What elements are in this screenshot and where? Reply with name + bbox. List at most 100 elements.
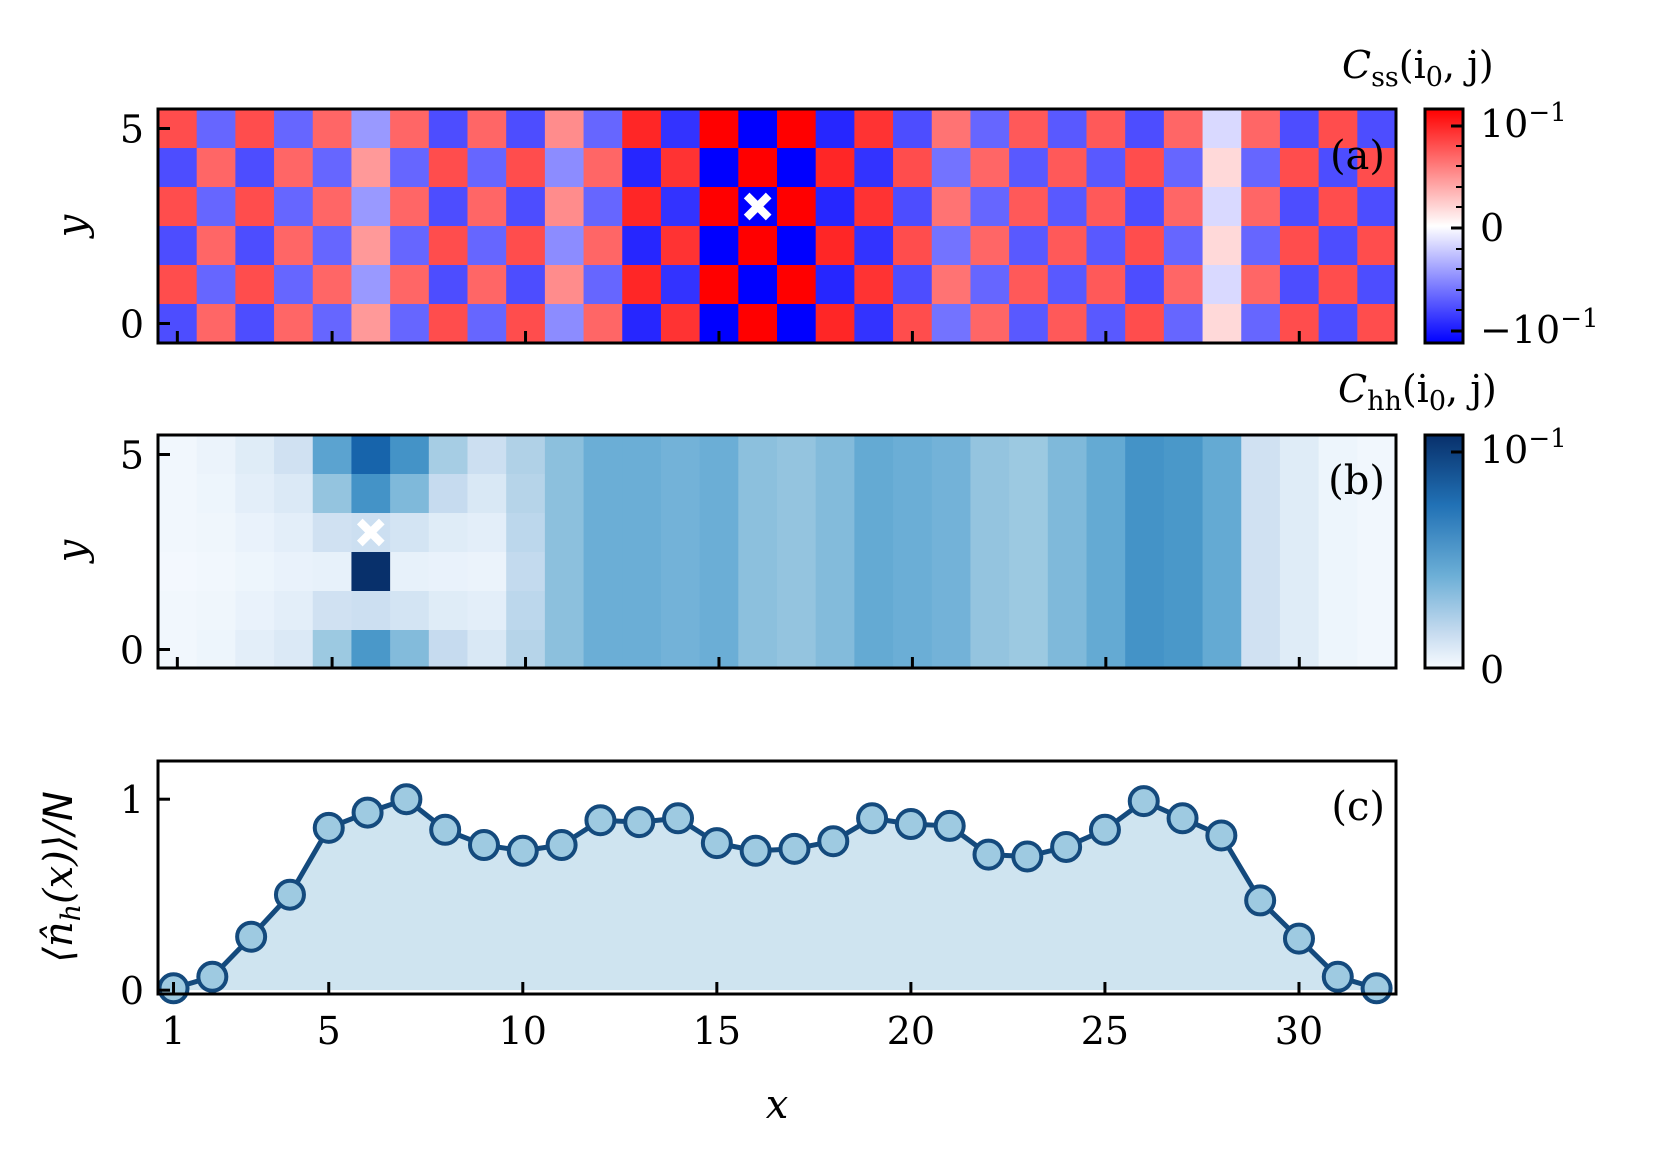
heatmap-b-cell [351, 435, 391, 475]
marker-x [743, 192, 772, 221]
heatmap-b-cell [467, 552, 507, 592]
heatmap-a-cell [506, 265, 546, 305]
line-c-point [856, 802, 889, 835]
heatmap-a-cell [583, 148, 623, 188]
heatmap-b-cell [931, 513, 972, 553]
x-tick-label: 10 [499, 1009, 547, 1053]
heatmap-a-cell [622, 226, 662, 266]
heatmap-a-cell [390, 226, 430, 266]
heatmap-a-cell [312, 265, 353, 305]
heatmap-a-cell [467, 148, 507, 188]
heatmap-b-cell [622, 552, 662, 592]
panel-c-xlabel: x [766, 1082, 789, 1128]
heatmap-b-cell [196, 630, 236, 670]
heatmap-b-cell [660, 474, 701, 514]
line-c-point [1205, 819, 1238, 852]
heatmap-a-cell [815, 148, 855, 188]
heatmap-b-cell [428, 474, 469, 514]
heatmap-b-cell [1009, 474, 1049, 514]
heatmap-a-cell [196, 148, 236, 188]
panel-a-ylabel: y [49, 213, 95, 239]
y-tick-label: 5 [120, 108, 144, 152]
heatmap-a-cell [583, 109, 623, 149]
heatmap-b-cell [970, 630, 1010, 670]
heatmap-b-cell [931, 630, 972, 670]
heatmap-a-cell [777, 265, 817, 305]
heatmap-b-cell [390, 591, 430, 631]
heatmap-b-cell [854, 435, 894, 475]
heatmap-a-frame [156, 107, 1398, 345]
heatmap-a-cell [1357, 304, 1397, 344]
heatmap-a-cell [1009, 148, 1049, 188]
heatmap-b-cell [390, 474, 430, 514]
heatmap-b-cell [893, 591, 933, 631]
heatmap-b-cell [622, 435, 662, 475]
heatmap-b-cell [1047, 513, 1088, 553]
heatmap-b-marker [356, 518, 385, 547]
heatmap-a-cell [390, 304, 430, 344]
heatmap-a-cell [893, 109, 933, 149]
heatmap-a-marker [743, 192, 772, 221]
heatmap-a-cell [544, 265, 585, 305]
heatmap-a-cell [970, 265, 1010, 305]
y-tick-label: 1 [120, 778, 144, 822]
heatmap-b-cell [351, 474, 391, 514]
heatmap-a-cell [428, 148, 469, 188]
heatmap-a-cell [1009, 265, 1049, 305]
heatmap-b-cell [312, 435, 353, 475]
heatmap-b-cell [1086, 474, 1126, 514]
heatmap-a-cell [854, 304, 894, 344]
heatmap-b-cell [1279, 552, 1320, 592]
heatmap-a-cell [351, 226, 391, 266]
heatmap-a-cell [235, 148, 275, 188]
heatmap-b-cell [196, 513, 236, 553]
heatmap-a-cell [1202, 148, 1242, 188]
heatmap-a-cell [428, 187, 469, 227]
heatmap-b-cell [815, 591, 855, 631]
heatmap-b-cell [893, 513, 933, 553]
heatmap-b-cell [196, 552, 236, 592]
heatmap-a-cell [390, 187, 430, 227]
heatmap-b-cell [158, 513, 198, 553]
heatmap-b-cell [1241, 630, 1281, 670]
heatmap-b-cell [815, 474, 855, 514]
line-c-point [273, 878, 306, 911]
heatmap-b-cell [1318, 435, 1358, 475]
heatmap-a-cell [893, 265, 933, 305]
heatmap-a-cell [931, 304, 972, 344]
heatmap-a-cell [1241, 148, 1281, 188]
heatmap-a-cell [854, 226, 894, 266]
heatmap-b-cell [274, 552, 314, 592]
heatmap-a-cell [1279, 148, 1320, 188]
heatmap-a-cell [196, 304, 236, 344]
heatmap-b-cell [506, 591, 546, 631]
line-c-area [173, 799, 1377, 991]
heatmap-a-cell [158, 265, 198, 305]
heatmap-a-cell [970, 304, 1010, 344]
heatmap-a-cell [544, 226, 585, 266]
heatmap-b-cell [506, 435, 546, 475]
line-c-point [1050, 830, 1083, 863]
heatmap-a-cell [1163, 148, 1204, 188]
heatmap-a-cell [931, 265, 972, 305]
heatmap-b-cell [1357, 630, 1397, 670]
line-c-point [390, 783, 423, 816]
heatmap-b-cell [274, 630, 314, 670]
heatmap-b-cell [428, 435, 469, 475]
heatmap-a-cell [1202, 226, 1242, 266]
heatmap-a-cell [1009, 226, 1049, 266]
heatmap-a-cell [583, 226, 623, 266]
heatmap-b-cell [235, 474, 275, 514]
heatmap-a-cell [815, 187, 855, 227]
heatmap-a-cell [428, 226, 469, 266]
panel-b-label: (b) [1328, 458, 1385, 504]
heatmap-b-cell [583, 630, 623, 670]
heatmap-b-cell [1241, 552, 1281, 592]
heatmap-a-cell [351, 187, 391, 227]
heatmap-a-cell [970, 226, 1010, 266]
heatmap-b-cell [583, 435, 623, 475]
heatmap-a-cell [660, 304, 701, 344]
heatmap-a-cell [738, 265, 778, 305]
heatmap-a-cell [970, 148, 1010, 188]
heatmap-b-cell [1279, 513, 1320, 553]
